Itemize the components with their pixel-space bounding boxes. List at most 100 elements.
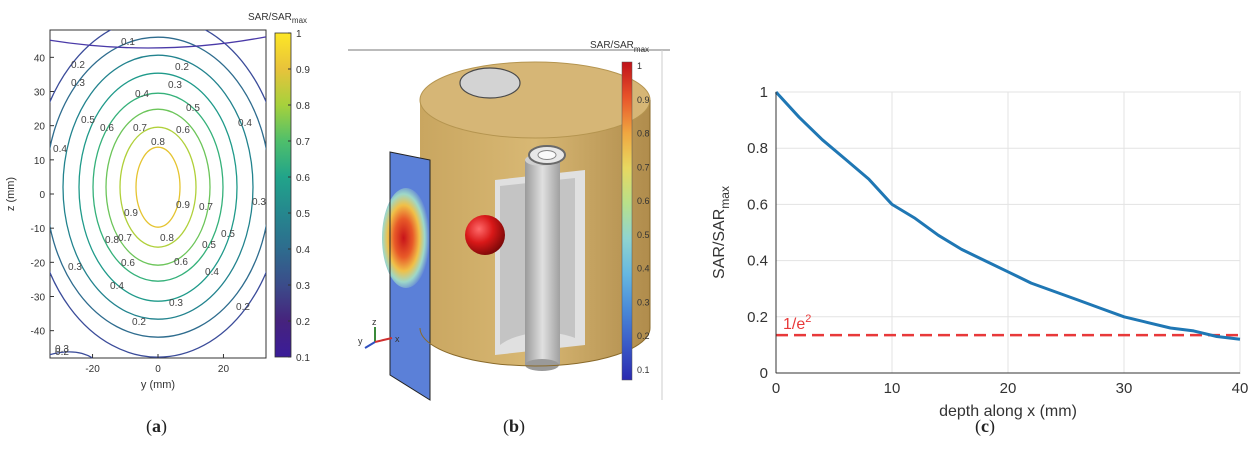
contour-label: 0.7 [133,123,147,134]
top-hole [460,68,520,98]
y-tick-label: 30 [34,88,46,99]
colorbar [622,62,632,380]
contour-label: 0.3 [169,298,183,309]
inner-rod-bottom [525,359,559,371]
colorbar-title: SAR/SARmax [248,12,307,25]
x-tick-label: 20 [218,364,230,375]
y-tick-label: -20 [31,258,46,269]
contour-label: 0.1 [121,37,135,48]
x-tick-label: 20 [1000,380,1017,397]
contour-label: 0.4 [238,118,252,129]
y-axis-label: z (mm) [5,177,17,211]
colorbar-tick-label: 0.5 [637,230,650,240]
y-tick-label: 0 [760,365,768,382]
contour-label: 0.4 [110,281,124,292]
y-tick-label: -40 [31,327,46,338]
colorbar-tick-label: 0.4 [296,245,310,256]
x-tick-label: -20 [85,364,100,375]
x-axis-label: depth along x (mm) [939,403,1077,420]
tube-inner [538,151,556,160]
cylinder-top [420,62,650,138]
contour-label: 0.4 [53,144,67,155]
contour-label: 0.8 [151,137,165,148]
x-tick-label: 0 [155,364,161,375]
y-tick-label: 0.2 [747,309,768,326]
colorbar-tick-label: 1 [637,61,642,71]
colorbar-tick-label: 0.2 [637,331,650,341]
contour-label: 0.8 [105,235,119,246]
y-tick-label: 0 [39,190,45,201]
contour-plot: 0.1 0.2 0.3 0.2 0.3 0.4 0.5 0.5 0.6 0.7 0.6 0.8 0.4 0… [0,0,340,447]
y-tick-label: 1 [760,84,768,101]
colorbar-tick-label: 0.9 [296,65,310,76]
y-tick-label: -10 [31,224,46,235]
contour-label: 0.2 [175,62,189,73]
colorbar-tick-label: 0.3 [637,297,650,307]
contour-label: 0.2 [71,60,85,71]
cylinder-render: 1 0.9 0.8 0.7 0.6 0.5 0.4 0.3 0.2 0.1 SAR/SARmax z… [340,0,680,447]
contour-label: 0.5 [221,229,235,240]
y-tick-label: 0.4 [747,253,768,270]
colorbar-tick-label: 0.3 [296,281,310,292]
y-tick-label: -30 [31,293,46,304]
colorbar-tick-label: 0.6 [296,173,310,184]
contour-label: 0.3 [252,197,266,208]
y-tick-label: 10 [34,156,46,167]
contour-label: 0.6 [121,258,135,269]
inner-rod [525,160,560,365]
colorbar-tick-label: 0.8 [637,129,650,139]
contour-label: 0.8 [160,233,174,244]
panel-a: 0.1 0.2 0.3 0.2 0.3 0.4 0.5 0.5 0.6 0.7 0.6 0.8 0.4 0… [0,0,340,447]
contour-label: 0.7 [118,233,132,244]
colorbar [275,33,291,357]
contour-label: 0.6 [174,257,188,268]
colorbar-tick-label: 0.4 [637,264,650,274]
colorbar-title: SAR/SARmax [590,40,649,54]
contour-label: 0.5 [81,115,95,126]
colorbar-tick-label: 0.6 [637,196,650,206]
contour-label: 0.4 [205,267,219,278]
contour-label: 0.9 [124,208,138,219]
panel-c: 1/e2 0 0.2 0.4 0.6 0.8 1 0 10 20 30 40 depth along x… [690,0,1250,447]
contour-label: 0.5 [186,103,200,114]
x-tick-label: 40 [1232,380,1249,397]
triad-label-z: z [372,317,377,327]
panel-label-b: (b) [503,416,525,437]
contour-label: 0.6 [100,123,114,134]
x-tick-label: 30 [1116,380,1133,397]
x-tick-label: 0 [772,380,780,397]
contour-label: 0.3 [71,78,85,89]
target-sphere [465,215,505,255]
y-tick-label: 0.6 [747,196,768,213]
contour-label: 0.7 [199,202,213,213]
contour-label: 0.2 [236,302,250,313]
panel-label-a: (a) [146,416,167,437]
colorbar-tick-label: 0.1 [296,353,310,364]
sar-hotspot [382,188,430,288]
panel-label-c: (c) [975,416,995,437]
triad-label-x: x [395,334,400,344]
contour-label: 0.2 [132,317,146,328]
x-tick-label: 10 [884,380,901,397]
colorbar-tick-label: 0.9 [637,95,650,105]
y-tick-label: 0.8 [747,140,768,157]
contour-label: 0.6 [176,125,190,136]
colorbar-tick-label: 0.1 [637,365,650,375]
contour-label: 0.5 [202,240,216,251]
contour-label: 0.3 [68,262,82,273]
colorbar-tick-label: 0.7 [296,137,310,148]
contour-label: 0.4 [135,89,149,100]
contour-label: 0.9 [176,200,190,211]
colorbar-tick-label: 0.2 [296,317,310,328]
colorbar-tick-label: 1 [296,29,302,40]
contour-label: 0.3 [55,344,69,355]
colorbar-tick-label: 0.7 [637,162,650,172]
contour-label: 0.3 [168,80,182,91]
x-axis-label: y (mm) [141,379,175,391]
triad-label-y: y [358,336,363,346]
y-axis-label: SAR/SARmax [711,186,732,279]
y-tick-label: 40 [34,53,46,64]
colorbar-tick-label: 0.5 [296,209,310,220]
y-tick-label: 20 [34,122,46,133]
